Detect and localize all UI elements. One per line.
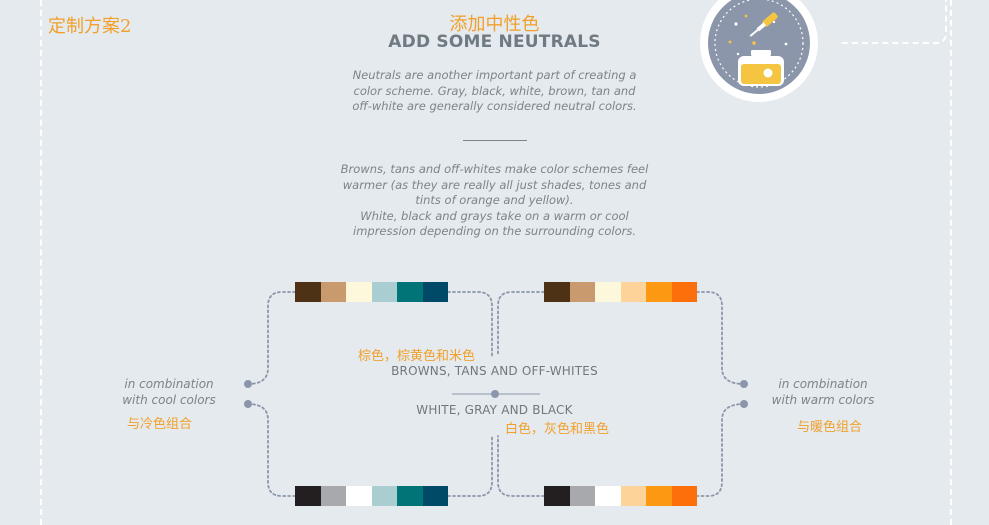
- color-swatch: [595, 282, 621, 302]
- color-swatch: [320, 282, 346, 302]
- whites-label-en: WHITE, GRAY AND BLACK: [416, 403, 573, 417]
- frame-border-left: [40, 0, 42, 525]
- dropper-ink-bottle-icon: [714, 0, 804, 88]
- color-swatch: [595, 486, 621, 506]
- warm-combination-label: in combination with warm colors: [764, 376, 882, 408]
- color-swatch: [295, 486, 321, 506]
- color-swatch: [295, 282, 321, 302]
- color-swatch: [620, 486, 646, 506]
- color-swatch: [671, 282, 697, 302]
- color-swatch: [320, 486, 346, 506]
- color-swatch: [544, 282, 570, 302]
- detail-line: Browns, tans and off-whites make color s…: [340, 162, 649, 176]
- detail-paragraph: Browns, tans and off-whites make color s…: [0, 162, 989, 240]
- color-swatch: [646, 282, 672, 302]
- intro-paragraph: Neutrals are another important part of c…: [0, 68, 989, 115]
- palette-top-right: [544, 282, 697, 302]
- color-swatch: [397, 282, 423, 302]
- heading-en: ADD SOME NEUTRALS: [388, 32, 601, 52]
- cool-combination-cn: 与冷色组合: [127, 417, 193, 432]
- color-swatch: [544, 486, 570, 506]
- color-swatch: [422, 282, 448, 302]
- cool-combination-label: in combination with cool colors: [110, 376, 228, 408]
- detail-line: White, black and grays take on a warm or…: [360, 208, 629, 223]
- intro-line: off-white are generally considered neutr…: [352, 99, 637, 113]
- color-swatch: [671, 486, 697, 506]
- detail-line: tints of orange and yellow).: [415, 193, 574, 207]
- warm-label-line: in combination: [778, 377, 868, 391]
- divider-line: [463, 140, 527, 141]
- warm-label-line: with warm colors: [771, 393, 875, 407]
- whites-label-cn: 白色，灰色和黑色: [505, 422, 610, 437]
- color-swatch: [397, 486, 423, 506]
- color-swatch: [371, 486, 397, 506]
- palette-bottom-right: [544, 486, 697, 506]
- palette-top-left: [295, 282, 448, 302]
- color-swatch: [422, 486, 448, 506]
- browns-label-en: BROWNS, TANS AND OFF-WHITES: [391, 364, 598, 378]
- cool-label-line: with cool colors: [122, 393, 216, 407]
- cool-label-line: in combination: [124, 377, 214, 391]
- detail-line: impression depending on the surrounding …: [353, 224, 636, 238]
- detail-line: warmer (as they are really all just shad…: [342, 177, 647, 192]
- heading-cn: 添加中性色: [449, 14, 540, 35]
- color-swatch: [346, 282, 372, 302]
- color-swatch: [569, 282, 595, 302]
- warm-combination-cn: 与暖色组合: [797, 420, 863, 435]
- palette-bottom-left: [295, 486, 448, 506]
- color-swatch: [646, 486, 672, 506]
- frame-border-right: [950, 0, 952, 525]
- color-swatch: [346, 486, 372, 506]
- frame-border-top-right: [840, 0, 947, 44]
- color-swatch: [620, 282, 646, 302]
- color-swatch: [371, 282, 397, 302]
- browns-label-cn: 棕色，棕黄色和米色: [358, 349, 476, 364]
- plan-title: 定制方案2: [48, 16, 132, 37]
- intro-line: Neutrals are another important part of c…: [352, 68, 637, 82]
- intro-line: color scheme. Gray, black, white, brown,…: [353, 83, 636, 98]
- color-swatch: [569, 486, 595, 506]
